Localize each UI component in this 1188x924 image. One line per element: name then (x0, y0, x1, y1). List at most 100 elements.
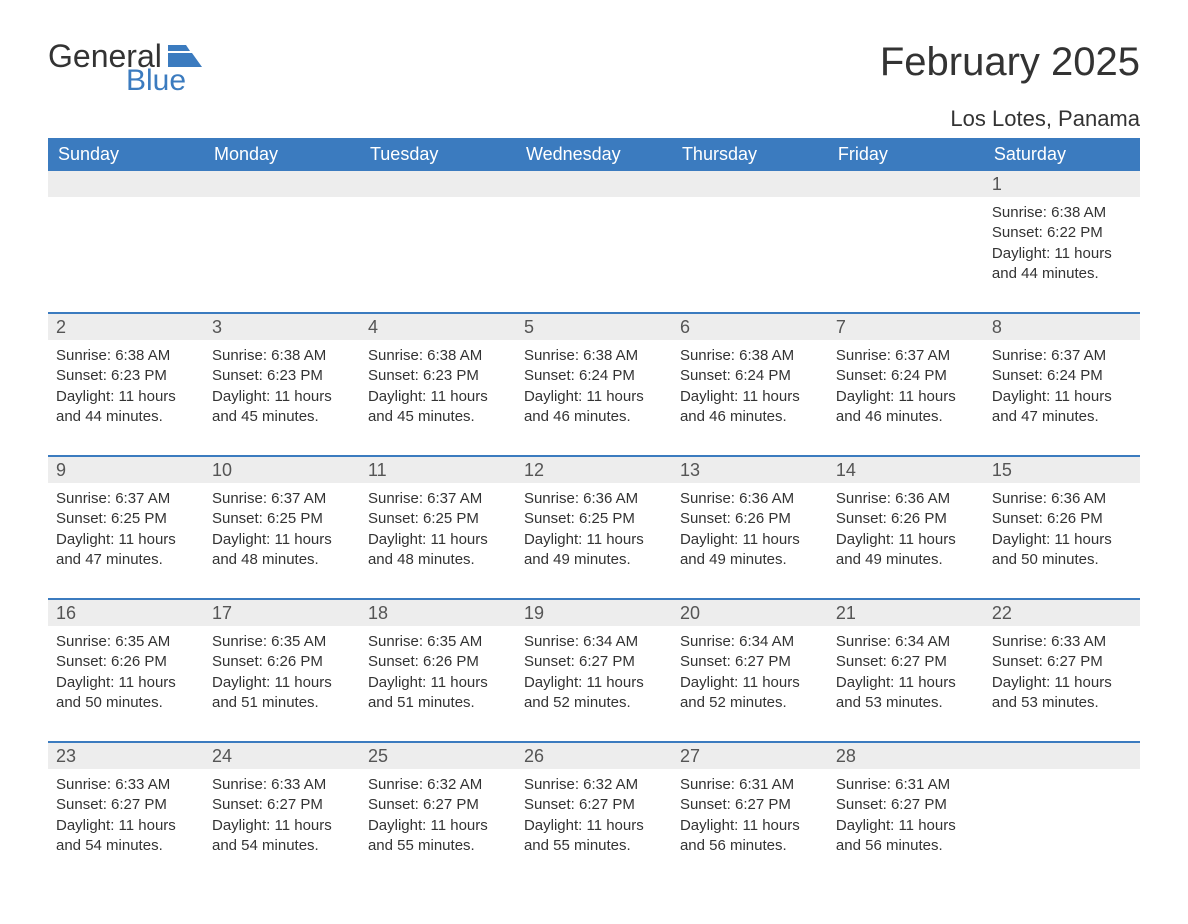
detail-line-day2: and 46 minutes. (836, 407, 976, 427)
detail-line-sunset: Sunset: 6:23 PM (368, 366, 508, 386)
detail-line-day1: Daylight: 11 hours (368, 530, 508, 550)
detail-line-day2: and 53 minutes. (836, 693, 976, 713)
empty-day-detail (828, 197, 984, 313)
day-number: 7 (828, 314, 984, 340)
day-number: 23 (48, 743, 204, 769)
detail-line-sunrise: Sunrise: 6:32 AM (368, 775, 508, 795)
day-detail: Sunrise: 6:34 AMSunset: 6:27 PMDaylight:… (828, 626, 984, 742)
detail-line-day2: and 49 minutes. (836, 550, 976, 570)
detail-line-sunset: Sunset: 6:27 PM (212, 795, 352, 815)
day-detail: Sunrise: 6:36 AMSunset: 6:26 PMDaylight:… (984, 483, 1140, 599)
detail-line-day1: Daylight: 11 hours (212, 530, 352, 550)
day-detail: Sunrise: 6:37 AMSunset: 6:25 PMDaylight:… (48, 483, 204, 599)
day-number: 25 (360, 743, 516, 769)
day-number: 8 (984, 314, 1140, 340)
day-number-row: 2345678 (48, 314, 1140, 340)
detail-line-sunset: Sunset: 6:27 PM (680, 652, 820, 672)
detail-line-sunrise: Sunrise: 6:38 AM (524, 346, 664, 366)
day-number: 11 (360, 457, 516, 483)
empty-day-number (360, 171, 516, 197)
detail-line-day2: and 50 minutes. (56, 693, 196, 713)
empty-day-number (828, 171, 984, 197)
detail-line-sunset: Sunset: 6:26 PM (680, 509, 820, 529)
detail-line-day1: Daylight: 11 hours (524, 816, 664, 836)
detail-line-day2: and 56 minutes. (680, 836, 820, 856)
day-detail: Sunrise: 6:32 AMSunset: 6:27 PMDaylight:… (360, 769, 516, 884)
dow-header: Tuesday (360, 138, 516, 171)
day-detail: Sunrise: 6:38 AMSunset: 6:23 PMDaylight:… (48, 340, 204, 456)
detail-line-sunset: Sunset: 6:25 PM (212, 509, 352, 529)
empty-day-number (672, 171, 828, 197)
detail-line-day1: Daylight: 11 hours (836, 530, 976, 550)
detail-line-sunrise: Sunrise: 6:36 AM (524, 489, 664, 509)
day-detail: Sunrise: 6:36 AMSunset: 6:26 PMDaylight:… (828, 483, 984, 599)
day-detail: Sunrise: 6:35 AMSunset: 6:26 PMDaylight:… (204, 626, 360, 742)
detail-line-day1: Daylight: 11 hours (836, 816, 976, 836)
detail-line-sunrise: Sunrise: 6:34 AM (524, 632, 664, 652)
day-number: 22 (984, 600, 1140, 626)
detail-line-sunset: Sunset: 6:24 PM (836, 366, 976, 386)
day-detail: Sunrise: 6:38 AMSunset: 6:24 PMDaylight:… (516, 340, 672, 456)
day-number: 14 (828, 457, 984, 483)
detail-line-day2: and 44 minutes. (992, 264, 1132, 284)
logo: General Blue (48, 40, 202, 96)
detail-line-day1: Daylight: 11 hours (992, 387, 1132, 407)
day-number: 24 (204, 743, 360, 769)
day-detail: Sunrise: 6:36 AMSunset: 6:26 PMDaylight:… (672, 483, 828, 599)
detail-line-sunrise: Sunrise: 6:34 AM (680, 632, 820, 652)
detail-line-sunrise: Sunrise: 6:37 AM (992, 346, 1132, 366)
detail-line-sunrise: Sunrise: 6:37 AM (212, 489, 352, 509)
detail-line-day1: Daylight: 11 hours (212, 816, 352, 836)
day-detail: Sunrise: 6:38 AMSunset: 6:23 PMDaylight:… (360, 340, 516, 456)
day-detail-row: Sunrise: 6:37 AMSunset: 6:25 PMDaylight:… (48, 483, 1140, 599)
detail-line-sunrise: Sunrise: 6:37 AM (836, 346, 976, 366)
empty-day-detail (48, 197, 204, 313)
empty-day-detail (984, 769, 1140, 884)
day-detail-row: Sunrise: 6:35 AMSunset: 6:26 PMDaylight:… (48, 626, 1140, 742)
detail-line-sunset: Sunset: 6:27 PM (56, 795, 196, 815)
detail-line-day1: Daylight: 11 hours (368, 387, 508, 407)
detail-line-sunrise: Sunrise: 6:33 AM (56, 775, 196, 795)
day-number: 16 (48, 600, 204, 626)
detail-line-day1: Daylight: 11 hours (212, 673, 352, 693)
day-detail: Sunrise: 6:38 AMSunset: 6:22 PMDaylight:… (984, 197, 1140, 313)
day-detail: Sunrise: 6:37 AMSunset: 6:24 PMDaylight:… (984, 340, 1140, 456)
empty-day-detail (516, 197, 672, 313)
detail-line-sunrise: Sunrise: 6:33 AM (212, 775, 352, 795)
detail-line-day1: Daylight: 11 hours (680, 673, 820, 693)
day-detail: Sunrise: 6:37 AMSunset: 6:25 PMDaylight:… (204, 483, 360, 599)
day-detail: Sunrise: 6:31 AMSunset: 6:27 PMDaylight:… (672, 769, 828, 884)
detail-line-day1: Daylight: 11 hours (56, 387, 196, 407)
detail-line-day2: and 52 minutes. (680, 693, 820, 713)
dow-header: Saturday (984, 138, 1140, 171)
detail-line-day2: and 51 minutes. (212, 693, 352, 713)
day-number-row: 232425262728 (48, 743, 1140, 769)
day-detail-row: Sunrise: 6:33 AMSunset: 6:27 PMDaylight:… (48, 769, 1140, 884)
detail-line-day2: and 54 minutes. (212, 836, 352, 856)
day-detail: Sunrise: 6:38 AMSunset: 6:24 PMDaylight:… (672, 340, 828, 456)
detail-line-day1: Daylight: 11 hours (56, 673, 196, 693)
day-of-week-row: SundayMondayTuesdayWednesdayThursdayFrid… (48, 138, 1140, 171)
dow-header: Monday (204, 138, 360, 171)
detail-line-sunset: Sunset: 6:26 PM (368, 652, 508, 672)
detail-line-sunset: Sunset: 6:24 PM (680, 366, 820, 386)
detail-line-day2: and 56 minutes. (836, 836, 976, 856)
day-detail: Sunrise: 6:36 AMSunset: 6:25 PMDaylight:… (516, 483, 672, 599)
detail-line-day2: and 44 minutes. (56, 407, 196, 427)
day-detail: Sunrise: 6:37 AMSunset: 6:25 PMDaylight:… (360, 483, 516, 599)
detail-line-sunset: Sunset: 6:24 PM (524, 366, 664, 386)
detail-line-day2: and 54 minutes. (56, 836, 196, 856)
day-number: 12 (516, 457, 672, 483)
detail-line-sunrise: Sunrise: 6:37 AM (368, 489, 508, 509)
detail-line-day2: and 45 minutes. (368, 407, 508, 427)
day-detail: Sunrise: 6:38 AMSunset: 6:23 PMDaylight:… (204, 340, 360, 456)
dow-header: Thursday (672, 138, 828, 171)
day-detail: Sunrise: 6:35 AMSunset: 6:26 PMDaylight:… (48, 626, 204, 742)
detail-line-sunset: Sunset: 6:27 PM (836, 795, 976, 815)
detail-line-day2: and 47 minutes. (56, 550, 196, 570)
detail-line-day2: and 49 minutes. (680, 550, 820, 570)
detail-line-sunset: Sunset: 6:27 PM (836, 652, 976, 672)
detail-line-sunset: Sunset: 6:24 PM (992, 366, 1132, 386)
detail-line-day1: Daylight: 11 hours (56, 816, 196, 836)
detail-line-day1: Daylight: 11 hours (992, 673, 1132, 693)
